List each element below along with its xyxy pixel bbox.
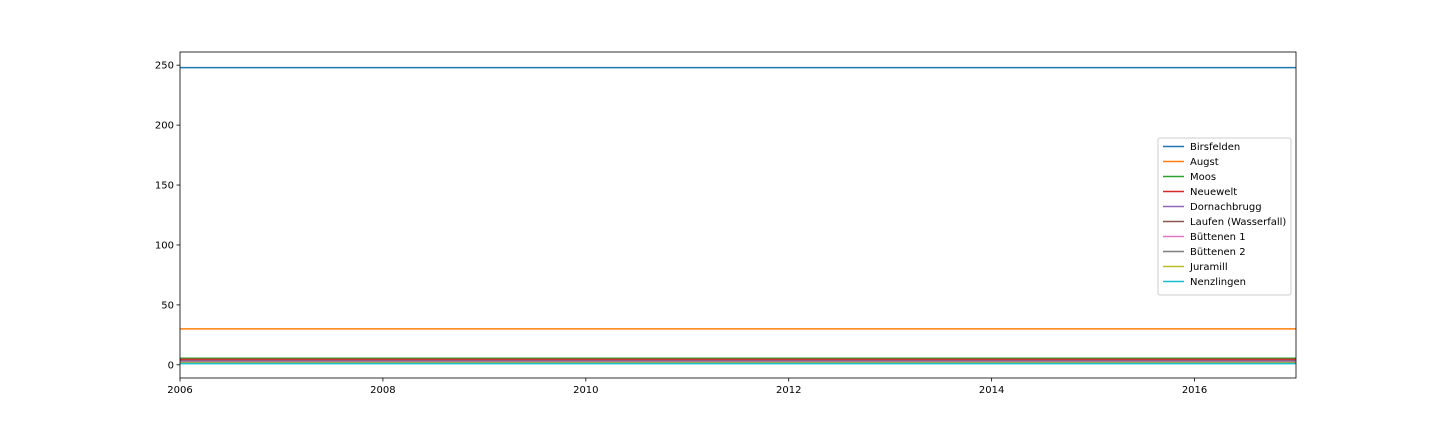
y-tick-label-0: 0 xyxy=(168,360,174,371)
legend-label-6: Büttenen 1 xyxy=(1190,232,1246,243)
legend-label-4: Dornachbrugg xyxy=(1190,202,1262,213)
y-tick-label-5: 250 xyxy=(155,61,174,72)
series-layer xyxy=(180,66,1296,365)
x-tick-label-0: 2006 xyxy=(167,385,192,396)
x-tick-label-3: 2012 xyxy=(776,385,801,396)
y-tick-label-3: 150 xyxy=(155,181,174,192)
plot-area xyxy=(180,52,1296,378)
legend-label-1: Augst xyxy=(1190,157,1219,168)
plot-frame xyxy=(179,51,1297,379)
legend-label-0: Birsfelden xyxy=(1190,142,1240,153)
y-axis: 0 50 100 150 200 250 xyxy=(155,61,180,371)
x-tick-label-5: 2016 xyxy=(1182,385,1207,396)
x-tick-label-1: 2008 xyxy=(370,385,395,396)
legend-label-5: Laufen (Wasserfall) xyxy=(1190,217,1286,228)
legend-label-3: Neuewelt xyxy=(1190,187,1237,198)
legend-label-9: Nenzlingen xyxy=(1190,277,1246,288)
x-axis: 2006 2008 2010 2012 2014 2016 xyxy=(167,378,1207,396)
legend: Birsfelden Augst Moos Neuewelt Dornachbrugg L… xyxy=(1157,137,1292,296)
x-tick-label-4: 2014 xyxy=(979,385,1004,396)
legend-label-7: Büttenen 2 xyxy=(1190,247,1246,258)
legend-label-8: Juramill xyxy=(1189,262,1228,273)
y-tick-label-2: 100 xyxy=(155,240,174,251)
y-tick-label-1: 50 xyxy=(161,300,174,311)
legend-label-2: Moos xyxy=(1190,172,1216,183)
y-tick-label-4: 200 xyxy=(155,121,174,132)
x-tick-label-2: 2010 xyxy=(573,385,598,396)
legend-frame xyxy=(1157,137,1292,296)
